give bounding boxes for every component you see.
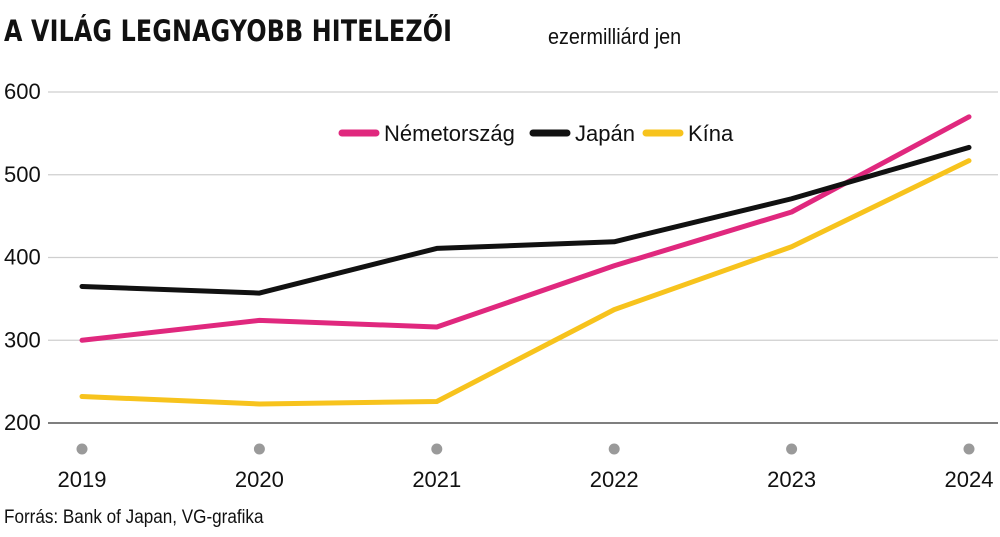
y-axis-ticks: 200 300 400 500 600 [4, 79, 41, 435]
x-tick-marker [608, 443, 620, 455]
x-tick-marker [963, 443, 975, 455]
legend-label: Németország [384, 121, 515, 146]
y-tick-label: 400 [4, 245, 41, 270]
x-tick-label: 2024 [945, 467, 994, 492]
series-line-2 [79, 158, 972, 407]
x-tick-label: 2020 [235, 467, 284, 492]
x-tick-marker [431, 443, 443, 455]
grid-lines [48, 91, 998, 424]
series-lines [79, 114, 972, 407]
legend: Németország Japán Kína [338, 121, 734, 146]
x-tick-label: 2021 [412, 467, 461, 492]
y-tick-label: 200 [4, 410, 41, 435]
series-line-0 [79, 114, 972, 343]
x-tick-marker [76, 443, 88, 455]
x-tick-marker [253, 443, 265, 455]
legend-label: Japán [575, 121, 635, 146]
x-tick-label: 2019 [58, 467, 107, 492]
source-note: Forrás: Bank of Japan, VG-grafika [4, 507, 264, 528]
x-tick-label: 2023 [767, 467, 816, 492]
legend-label: Kína [688, 121, 734, 146]
y-tick-label: 300 [4, 327, 41, 352]
x-tick-marker [786, 443, 798, 455]
y-tick-label: 500 [4, 162, 41, 187]
series-line-1 [79, 144, 972, 296]
chart-unit-label: ezermilliárd jen [548, 24, 682, 49]
chart-title: A VILÁG LEGNAGYOBB HITELEZŐI [4, 14, 453, 48]
chart-title-row: A VILÁG LEGNAGYOBB HITELEZŐI [4, 14, 551, 48]
x-axis-ticks: 2019 2020 2021 2022 2023 2024 [58, 443, 994, 492]
x-tick-label: 2022 [590, 467, 639, 492]
y-tick-label: 600 [4, 79, 41, 104]
